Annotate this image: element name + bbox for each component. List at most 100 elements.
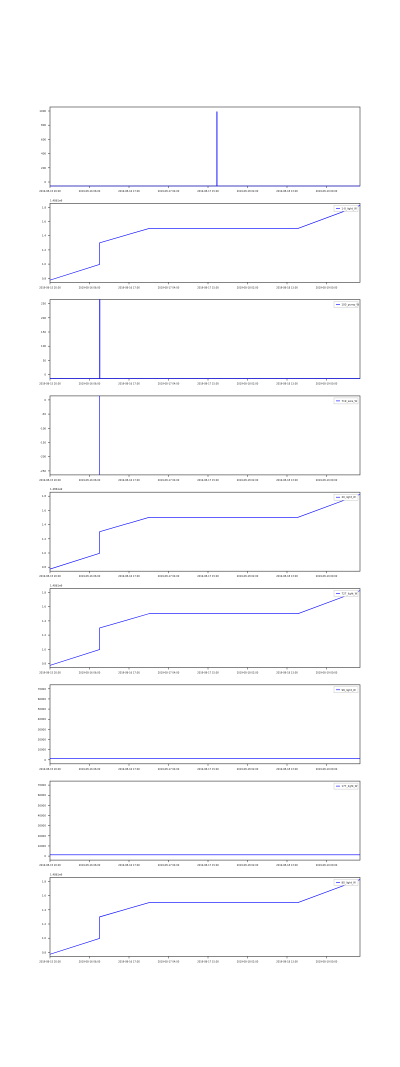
x-tick-label: 2019-08-15 20:00 [39,190,61,193]
legend-label: 100_pump_W [342,303,360,307]
subplot-4: 0 -50 -100 -150 -200 -250 2019-08-15 20:00 2019… [39,395,361,482]
x-tick-label: 2019-08-17 15:00 [197,383,219,386]
legend: 1-8_light_W [333,205,359,212]
x-tick-label: 2019-08-18 13:00 [276,575,298,578]
x-tick-label: 2019-08-18 13:00 [276,864,298,867]
x-tick-label: 2019-08-18 13:00 [276,960,298,963]
series-line [50,299,360,379]
y-tick-label: 50000 [38,803,47,807]
subplot-2: 1.8 1.6 1.4 1.2 1.0 0.8 2019-08-15 20:00 2019-0… [39,198,361,289]
x-tick-label: 2019-08-17 15:00 [197,864,219,867]
legend-box [333,879,359,886]
x-tick-label: 2019-08-17 04:00 [158,575,180,578]
x-tick-label: 2019-08-16 17:00 [118,672,140,675]
axes-frame [49,877,361,957]
x-tick-label: 2019-08-16 17:00 [118,286,140,289]
y-tick-label: 100 [41,344,46,348]
x-tick-label: 2019-08-16 17:00 [118,864,140,867]
subplot-3: 250 200 150 100 50 0 2019-08-15 20:00 2019-08-1… [39,299,361,386]
y-tick-label: 1.4 [42,523,46,527]
x-tick-label: 2019-08-17 15:00 [197,575,219,578]
x-tick-label: 2019-08-16 06:00 [79,286,101,289]
y-tick-label: 400 [41,152,46,156]
legend-label: 98_light_W [342,688,357,692]
x-tick-label: 2019-08-16 17:00 [118,190,140,193]
y-tick-label: -100 [40,426,46,430]
y-tick-label: 0 [44,758,46,762]
x-tick-label: 2019-08-15 20:00 [39,575,61,578]
y-tick-label: -150 [40,441,46,445]
y-tick-label: 0 [44,398,46,402]
subplot-5: 1.8 1.6 1.4 1.2 1.0 0.8 2019-08-15 20:00 2019-0… [39,487,361,578]
y-tick-label: 1.6 [42,894,46,898]
series-line [49,205,361,281]
x-tick-label: 2019-08-16 17:00 [118,768,140,771]
x-tick-label: 2019-08-19 00:00 [316,960,338,963]
y-tick-label: 1.2 [42,537,46,541]
x-tick-label: 2019-08-16 17:00 [118,383,140,386]
legend: 727_light_W [333,590,359,597]
x-tick-label: 2019-08-17 04:00 [158,768,180,771]
x-tick-label: 2019-08-16 17:00 [118,479,140,482]
x-tick-label: 2019-08-18 02:00 [237,479,259,482]
x-tick-label: 2019-08-17 04:00 [158,864,180,867]
subplot-9: 1.8 1.6 1.4 1.2 1.0 0.8 2019-08-15 20:00 2019-0… [39,872,361,963]
y-tick-label: 1.8 [42,205,46,209]
axes-frame [49,684,361,765]
axes-frame [49,491,361,572]
x-tick-label: 2019-08-16 17:00 [118,575,140,578]
axes-frame [49,395,361,476]
legend-label: 80_light_W [342,880,357,884]
x-tick-label: 2019-08-19 00:00 [316,479,338,482]
x-tick-label: 2019-08-16 06:00 [79,190,101,193]
y-tick-label: -250 [40,469,46,473]
x-tick-label: 2019-08-16 06:00 [79,383,101,386]
legend-box [333,590,359,597]
y-tick-label: 20000 [38,738,47,742]
x-tick-label: 2019-08-17 04:00 [158,672,180,675]
x-tick-label: 2019-08-16 06:00 [79,479,101,482]
series-line [50,111,360,187]
y-tick-label: 800 [41,123,46,127]
y-tick-label: 1.6 [42,220,46,224]
y-tick-label: 1.8 [42,591,46,595]
series-line [49,494,361,570]
y-tick-label: 1.2 [42,248,46,252]
offset-text: 1.4861e9 [50,487,63,491]
axes-frame [49,106,361,187]
x-tick-label: 2019-08-17 15:00 [197,190,219,193]
x-tick-label: 2019-08-15 20:00 [39,286,61,289]
y-tick-label: 0.8 [42,565,46,569]
y-tick-label: 30000 [38,727,47,731]
y-tick-label: 1.4 [42,619,46,623]
legend-box [333,397,359,405]
y-tick-label: 40000 [38,814,47,818]
x-tick-label: 2019-08-18 02:00 [237,190,259,193]
x-tick-label: 2019-08-17 04:00 [158,286,180,289]
x-tick-label: 2019-08-19 00:00 [316,190,338,193]
y-tick-label: 1.0 [42,551,46,555]
x-tick-label: 2019-08-18 13:00 [276,286,298,289]
x-tick-label: 2019-08-19 00:00 [316,864,338,867]
y-tick-label: 200 [41,316,46,320]
x-tick-label: 2019-08-17 15:00 [197,286,219,289]
x-tick-label: 2019-08-18 02:00 [237,672,259,675]
y-tick-label: -200 [40,455,46,459]
y-tick-label: 1.0 [42,262,46,266]
legend: 100_pump_W [333,301,360,308]
legend-box [333,301,359,308]
y-tick-label: 0.8 [42,276,46,280]
legend-label: 1-8_light_W [342,206,358,210]
y-tick-label: 70000 [38,687,47,691]
axes-frame [49,780,361,861]
subplot-6: 1.8 1.6 1.4 1.2 1.0 0.8 2019-08-15 20:00 2019-0… [39,584,361,675]
y-tick-label: 1.6 [42,605,46,609]
offset-text: 1.4861e9 [50,198,63,202]
y-tick-label: 1000 [39,109,46,113]
y-tick-label: 1.8 [42,879,46,883]
subplot-8: 70000 60000 50000 40000 30000 20000 10000 0 2019… [38,780,361,867]
series-line [49,879,361,955]
x-tick-label: 2019-08-17 15:00 [197,768,219,771]
y-tick-label: 60000 [38,793,47,797]
x-tick-label: 2019-08-18 13:00 [276,383,298,386]
